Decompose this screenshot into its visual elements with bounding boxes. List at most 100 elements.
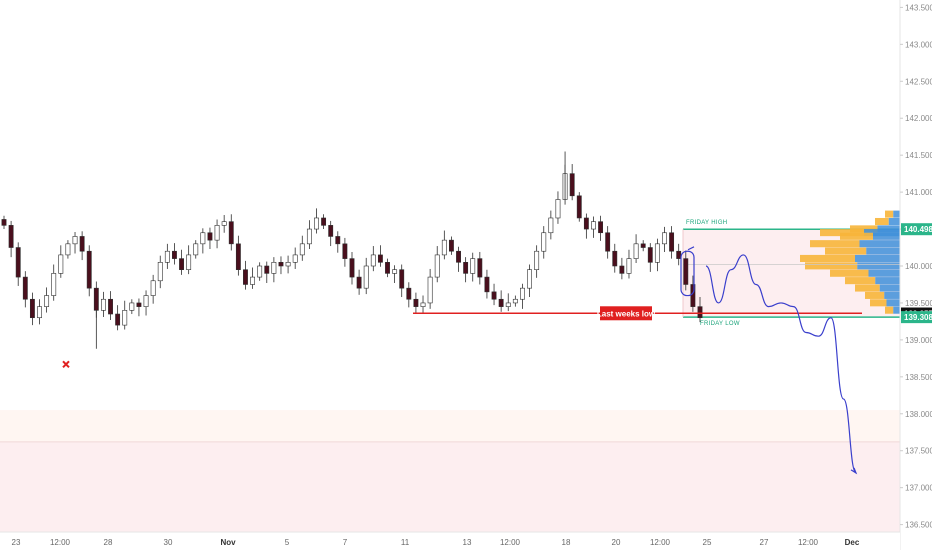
x-tick-label: Dec bbox=[845, 538, 860, 547]
candle bbox=[505, 302, 511, 307]
candle bbox=[108, 298, 113, 315]
volume-bar-orange bbox=[865, 291, 885, 299]
candle bbox=[413, 298, 419, 307]
x-tick-label: 12:00 bbox=[650, 538, 671, 547]
candle bbox=[207, 232, 213, 241]
x-tick-label: 25 bbox=[703, 538, 712, 547]
volume-bar-blue bbox=[864, 229, 900, 237]
x-tick-label: 27 bbox=[760, 538, 769, 547]
candle bbox=[29, 298, 35, 319]
candle bbox=[264, 265, 270, 274]
volume-bar-blue bbox=[884, 291, 900, 299]
candle bbox=[58, 254, 64, 274]
candle bbox=[477, 258, 483, 278]
x-tick-label: 20 bbox=[612, 538, 621, 547]
candle bbox=[583, 217, 589, 230]
candle bbox=[243, 269, 248, 285]
candle bbox=[385, 262, 390, 274]
volume-bar-blue bbox=[868, 269, 900, 277]
volume-bar-orange bbox=[800, 254, 855, 263]
marker-x-icon bbox=[62, 360, 70, 368]
candle bbox=[640, 243, 646, 248]
last-weeks-low-label: Last weeks low bbox=[597, 309, 656, 318]
candle bbox=[292, 254, 298, 263]
candle bbox=[370, 254, 376, 267]
y-tick-label: 138.000 bbox=[905, 410, 932, 419]
candle bbox=[576, 195, 582, 219]
x-tick-label: 18 bbox=[562, 538, 571, 547]
friday-low-price-box: 139.308 bbox=[904, 313, 932, 322]
volume-bar-orange bbox=[810, 240, 860, 248]
y-tick-label: 137.500 bbox=[905, 447, 932, 456]
candle bbox=[399, 269, 405, 289]
y-tick-label: 140.000 bbox=[905, 262, 932, 271]
candle bbox=[164, 250, 170, 263]
x-tick-label: 7 bbox=[343, 538, 348, 547]
candle bbox=[342, 243, 348, 259]
candle bbox=[527, 269, 532, 289]
y-tick-label: 138.500 bbox=[905, 373, 932, 382]
candle bbox=[441, 239, 447, 256]
volume-bar-orange bbox=[830, 269, 869, 277]
candle bbox=[605, 232, 611, 252]
candle bbox=[491, 291, 497, 300]
candle bbox=[697, 306, 703, 319]
candle bbox=[250, 276, 256, 285]
y-tick-label: 139.500 bbox=[905, 299, 932, 308]
volume-bar-orange bbox=[875, 217, 889, 226]
candle bbox=[214, 225, 220, 241]
candle bbox=[15, 247, 21, 278]
candle bbox=[257, 265, 263, 278]
candle bbox=[591, 221, 596, 230]
candle bbox=[122, 310, 128, 326]
volume-bar-blue bbox=[888, 217, 900, 226]
volume-bar-blue bbox=[877, 225, 900, 233]
y-axis-bg bbox=[900, 0, 932, 550]
volume-bar-blue bbox=[879, 284, 900, 292]
candle bbox=[8, 225, 14, 248]
candle bbox=[662, 232, 667, 245]
candle bbox=[484, 276, 490, 293]
highlight-ellipse bbox=[680, 250, 695, 297]
candle bbox=[86, 250, 92, 289]
candle bbox=[427, 276, 433, 304]
volume-bar-orange bbox=[885, 210, 894, 218]
candle bbox=[51, 273, 57, 296]
candle bbox=[434, 254, 440, 278]
candle bbox=[321, 217, 327, 226]
candle bbox=[470, 258, 476, 274]
candle bbox=[271, 262, 277, 274]
candle bbox=[626, 258, 632, 274]
candle bbox=[619, 265, 625, 274]
candle bbox=[356, 276, 362, 289]
overlays-layer: Last weeks low FRIDAY HIGH FRIDAY LOW bbox=[62, 220, 862, 475]
candle bbox=[228, 221, 234, 245]
candle bbox=[285, 262, 291, 267]
candle bbox=[200, 232, 206, 245]
candle bbox=[278, 262, 284, 267]
candle bbox=[172, 250, 177, 259]
candle bbox=[498, 298, 504, 307]
demand-zone-inner bbox=[0, 441, 900, 532]
candle bbox=[136, 302, 142, 307]
y-tick-label: 142.500 bbox=[905, 77, 932, 86]
volume-bar-blue bbox=[886, 299, 900, 307]
volume-bar-orange bbox=[845, 277, 876, 285]
candle bbox=[363, 265, 369, 289]
candle bbox=[299, 243, 305, 256]
volume-bar-orange bbox=[825, 247, 867, 255]
candle bbox=[647, 247, 653, 263]
candle bbox=[520, 287, 525, 300]
friday-high-price-box: 140.498 bbox=[904, 225, 932, 234]
friday-high-label: FRIDAY HIGH bbox=[686, 220, 727, 226]
volume-bar-orange bbox=[840, 232, 873, 240]
candle bbox=[150, 280, 156, 296]
candle bbox=[328, 225, 334, 237]
candle bbox=[143, 295, 149, 307]
candle bbox=[22, 276, 28, 300]
candle bbox=[392, 269, 398, 274]
x-tick-label: 28 bbox=[104, 538, 113, 547]
volume-bar-blue bbox=[893, 210, 900, 218]
candle bbox=[72, 236, 78, 245]
